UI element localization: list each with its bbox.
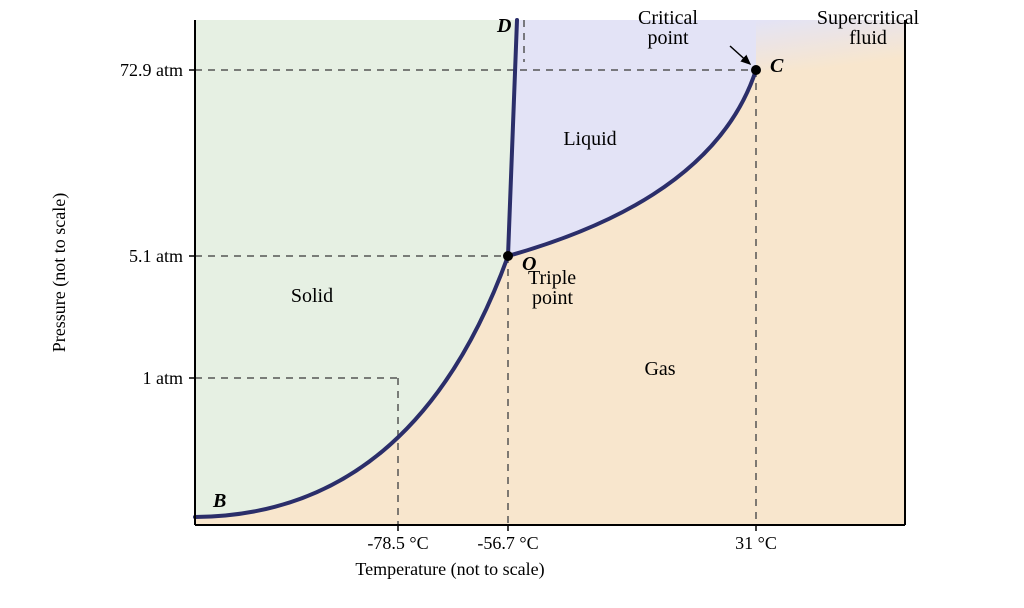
point-O (503, 251, 513, 261)
point-label-D: D (496, 15, 511, 37)
point-C (751, 65, 761, 75)
annotation-triple-point: Triplepoint (528, 267, 576, 309)
x-tick-label: 31 °C (735, 533, 777, 553)
x-tick-label: -78.5 °C (367, 533, 428, 553)
phase-diagram-chart: 1 atm 5.1 atm 72.9 atm -78.5 °C -56.7 °C 31 °… (0, 0, 1024, 608)
y-axis-label: Pressure (not to scale) (49, 193, 70, 352)
label-liquid: Liquid (563, 128, 616, 150)
label-solid: Solid (291, 285, 333, 307)
label-gas: Gas (644, 358, 675, 380)
x-axis-label: Temperature (not to scale) (355, 559, 544, 580)
point-label-B: B (212, 490, 226, 512)
y-tick-label: 5.1 atm (129, 246, 183, 266)
point-label-C: C (770, 55, 784, 77)
x-tick-label: -56.7 °C (477, 533, 538, 553)
y-tick-label: 72.9 atm (120, 60, 183, 80)
chart-svg: 1 atm 5.1 atm 72.9 atm -78.5 °C -56.7 °C 31 °… (0, 0, 1024, 608)
y-tick-label: 1 atm (143, 368, 184, 388)
